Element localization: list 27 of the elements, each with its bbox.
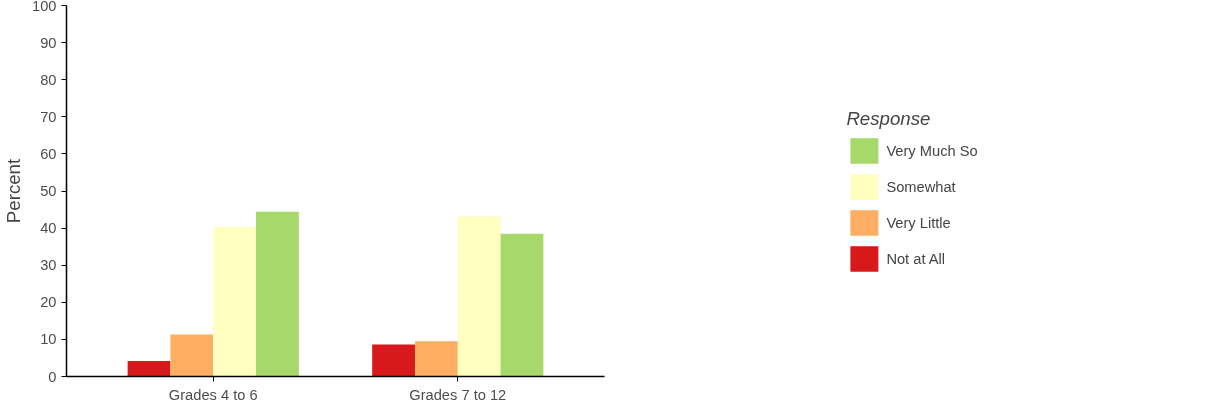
y-tick-label: 60 <box>40 145 57 162</box>
legend-title: Response <box>846 107 932 129</box>
y-tick-label: 80 <box>40 71 57 88</box>
y-tick-label: 70 <box>40 108 57 125</box>
bar <box>127 360 171 377</box>
y-tick-label: 40 <box>40 220 57 237</box>
legend-label: Very Much So <box>886 141 978 161</box>
y-axis-title: Percent <box>3 158 25 224</box>
x-tick-label: Grades 4 to 6 <box>168 386 258 403</box>
bar <box>213 226 257 377</box>
bar <box>372 344 415 377</box>
y-tick-label: 0 <box>48 368 57 385</box>
y-tick-label: 10 <box>40 331 57 348</box>
bar <box>170 334 214 377</box>
x-tick-label: Grades 7 to 12 <box>409 386 507 403</box>
bar <box>500 233 544 377</box>
legend-label: Not at All <box>886 249 946 268</box>
legend-label: Somewhat <box>886 177 956 196</box>
bar <box>414 341 458 377</box>
y-tick-label: 90 <box>40 34 57 51</box>
y-tick-label: 50 <box>40 183 57 199</box>
legend-label: Very Little <box>886 213 951 233</box>
y-tick-label: 20 <box>40 294 57 311</box>
bar <box>457 216 501 377</box>
y-tick-label: 100 <box>32 0 57 14</box>
bar <box>256 211 299 377</box>
y-tick-label: 30 <box>40 257 57 274</box>
